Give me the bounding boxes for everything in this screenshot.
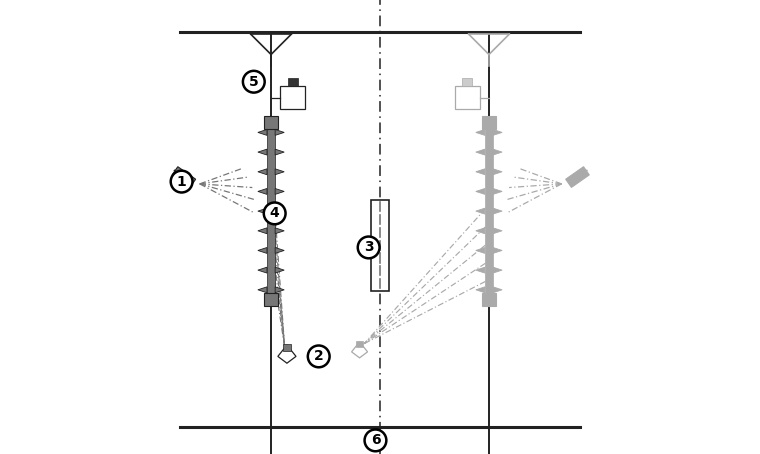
Polygon shape bbox=[352, 342, 368, 358]
Polygon shape bbox=[476, 149, 485, 155]
Bar bbox=[280, 86, 305, 109]
Text: 6: 6 bbox=[371, 434, 380, 447]
Polygon shape bbox=[476, 287, 485, 293]
Polygon shape bbox=[258, 208, 267, 214]
Polygon shape bbox=[258, 188, 267, 194]
Polygon shape bbox=[275, 287, 284, 293]
Bar bbox=[482, 293, 496, 306]
Polygon shape bbox=[172, 167, 195, 188]
Text: 5: 5 bbox=[249, 75, 258, 89]
Polygon shape bbox=[493, 208, 502, 214]
Bar bbox=[462, 78, 473, 86]
Polygon shape bbox=[476, 129, 485, 135]
Polygon shape bbox=[275, 208, 284, 214]
Polygon shape bbox=[258, 228, 267, 234]
Polygon shape bbox=[493, 228, 502, 234]
Polygon shape bbox=[258, 169, 267, 175]
Polygon shape bbox=[275, 267, 284, 273]
Polygon shape bbox=[476, 188, 485, 194]
Polygon shape bbox=[493, 287, 502, 293]
Text: 3: 3 bbox=[364, 241, 373, 254]
Bar bbox=[264, 116, 278, 129]
Polygon shape bbox=[493, 247, 502, 253]
Polygon shape bbox=[476, 208, 485, 214]
Polygon shape bbox=[275, 129, 284, 135]
Bar bbox=[371, 200, 389, 291]
Bar bbox=[267, 123, 275, 300]
Polygon shape bbox=[258, 149, 267, 155]
Text: 2: 2 bbox=[314, 350, 324, 363]
Bar bbox=[482, 116, 496, 129]
Polygon shape bbox=[275, 149, 284, 155]
Polygon shape bbox=[258, 129, 267, 135]
Polygon shape bbox=[493, 267, 502, 273]
Polygon shape bbox=[258, 247, 267, 253]
Polygon shape bbox=[258, 267, 267, 273]
Bar bbox=[485, 123, 493, 300]
Polygon shape bbox=[493, 188, 502, 194]
Bar bbox=[356, 341, 363, 347]
Polygon shape bbox=[565, 167, 589, 188]
Bar bbox=[283, 345, 291, 350]
Text: 1: 1 bbox=[177, 175, 186, 188]
Polygon shape bbox=[476, 169, 485, 175]
Polygon shape bbox=[275, 228, 284, 234]
Polygon shape bbox=[275, 169, 284, 175]
Polygon shape bbox=[476, 228, 485, 234]
Polygon shape bbox=[258, 287, 267, 293]
Polygon shape bbox=[275, 188, 284, 194]
Polygon shape bbox=[476, 267, 485, 273]
Polygon shape bbox=[493, 149, 502, 155]
Polygon shape bbox=[493, 169, 502, 175]
Polygon shape bbox=[493, 129, 502, 135]
Polygon shape bbox=[278, 345, 296, 363]
Text: 4: 4 bbox=[270, 207, 280, 220]
Polygon shape bbox=[476, 247, 485, 253]
Bar bbox=[264, 293, 278, 306]
Bar bbox=[455, 86, 480, 109]
Bar bbox=[287, 78, 298, 86]
Polygon shape bbox=[275, 247, 284, 253]
